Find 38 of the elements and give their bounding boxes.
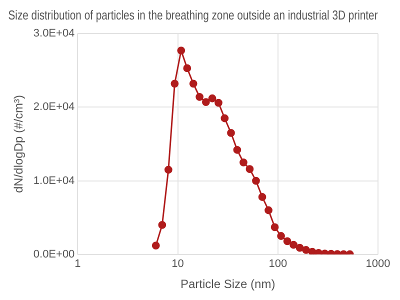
x-tick-label: 100 xyxy=(268,258,288,270)
y-tick-label: 1.0E+04 xyxy=(33,174,75,187)
point xyxy=(164,166,172,174)
point xyxy=(152,242,160,250)
point xyxy=(246,165,254,173)
chart-title: Size distribution of particles in the breathing zone outside an industrial 3D printer xyxy=(8,8,378,23)
point xyxy=(302,246,310,254)
point xyxy=(252,176,260,185)
point xyxy=(183,64,192,72)
point xyxy=(202,98,210,106)
point xyxy=(270,223,279,232)
x-tick-label: 1000 xyxy=(366,258,390,270)
point xyxy=(220,114,229,122)
point xyxy=(264,206,272,214)
y-tick-label: 3.0E+04 xyxy=(33,28,75,40)
point xyxy=(214,98,222,107)
point xyxy=(196,92,204,101)
point xyxy=(208,94,216,102)
point xyxy=(296,244,304,252)
y-axis-title: dN/dlogDp (#/cm³) xyxy=(12,94,26,194)
y-tick-label: 0.0E+00 xyxy=(33,248,75,260)
point xyxy=(308,248,316,254)
x-tick-label: 1 xyxy=(74,258,81,270)
point xyxy=(170,80,179,88)
point xyxy=(314,248,323,254)
point xyxy=(227,129,235,137)
point xyxy=(277,232,285,240)
point xyxy=(258,193,266,201)
point xyxy=(177,46,186,54)
point xyxy=(233,146,242,154)
x-axis-title: Particle Size (nm) xyxy=(180,277,276,292)
x-tick-label: 10 xyxy=(172,258,184,270)
point xyxy=(240,158,248,166)
point xyxy=(158,221,166,229)
point xyxy=(290,240,298,249)
point xyxy=(283,237,292,246)
y-tick-label: 2.0E+04 xyxy=(33,101,75,114)
point xyxy=(189,80,198,88)
